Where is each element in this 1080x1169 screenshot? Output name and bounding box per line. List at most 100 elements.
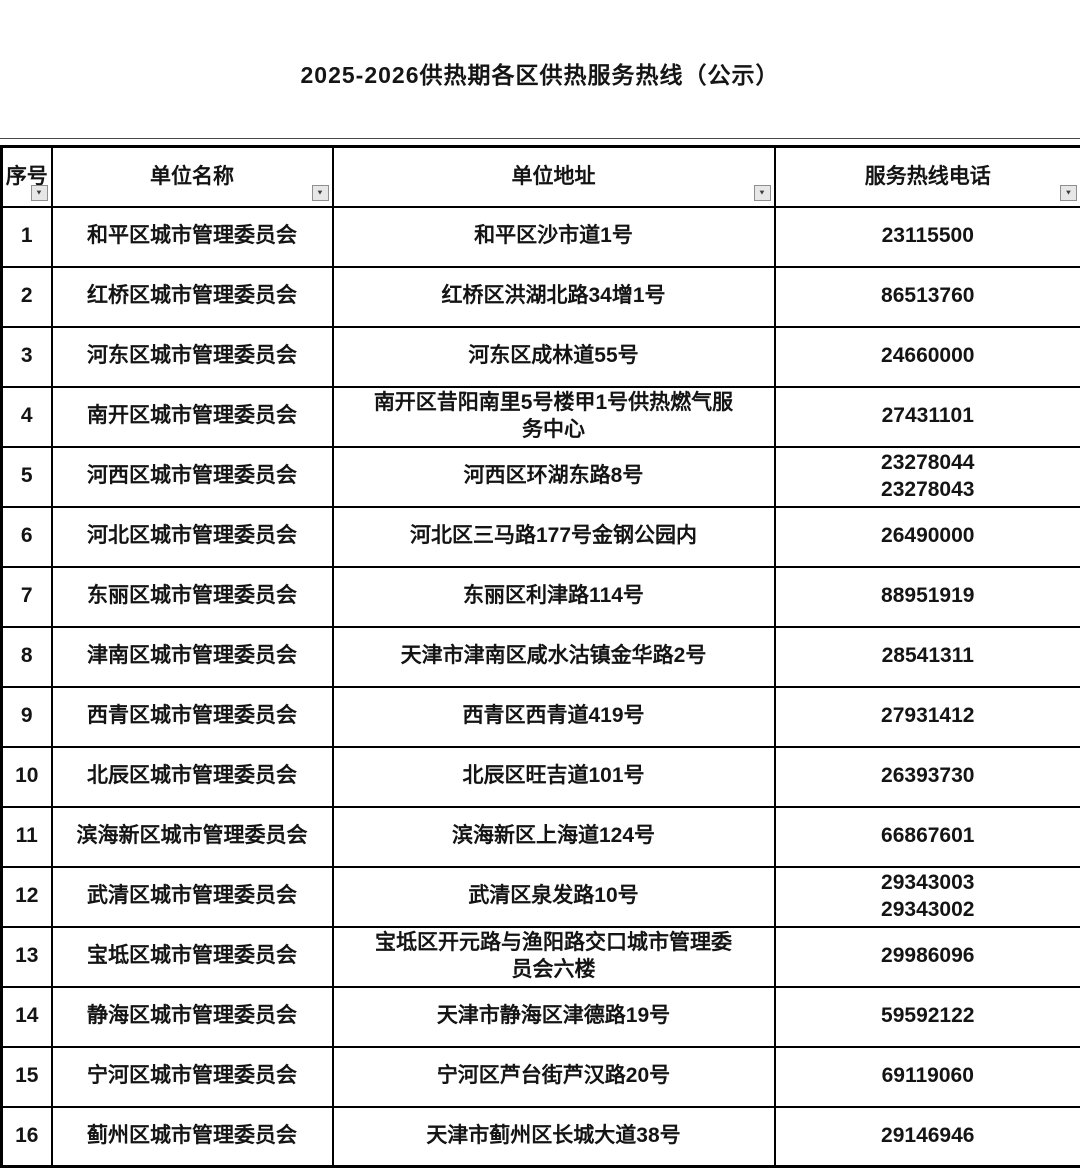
cell-phone: 86513760 bbox=[773, 265, 1080, 328]
cell-address: 红桥区洪湖北路34增1号 bbox=[331, 265, 776, 328]
table-row: 8 津南区城市管理委员会 天津市津南区咸水沽镇金华路2号 28541311 bbox=[0, 625, 1080, 688]
hotline-table: 序号 ▼ 单位名称 ▼ 单位地址 ▼ 服务热线电话 ▼ 1 和平区城市管理委员会和… bbox=[0, 145, 1080, 1168]
cell-phone: 66867601 bbox=[773, 805, 1080, 868]
table-row: 10 北辰区城市管理委员会 北辰区旺吉道101号 26393730 bbox=[0, 745, 1080, 808]
cell-phone: 59592122 bbox=[773, 985, 1080, 1048]
cell-address: 滨海新区上海道124号 bbox=[331, 805, 776, 868]
cell-name: 北辰区城市管理委员会 bbox=[50, 745, 334, 808]
cell-name: 河东区城市管理委员会 bbox=[50, 325, 334, 388]
table-row: 7 东丽区城市管理委员会 东丽区利津路114号 88951919 bbox=[0, 565, 1080, 628]
cell-address: 河东区成林道55号 bbox=[331, 325, 776, 388]
table-row: 12 武清区城市管理委员会 武清区泉发路10号 29343003 29343002 bbox=[0, 865, 1080, 928]
table-row: 14 静海区城市管理委员会 天津市静海区津德路19号 59592122 bbox=[0, 985, 1080, 1048]
cell-address: 天津市津南区咸水沽镇金华路2号 bbox=[331, 625, 776, 688]
cell-phone: 88951919 bbox=[773, 565, 1080, 628]
cell-name: 静海区城市管理委员会 bbox=[50, 985, 334, 1048]
cell-seq: 8 bbox=[0, 625, 53, 688]
page-title: 2025-2026供热期各区供热服务热线（公示） bbox=[300, 62, 780, 88]
chevron-down-icon: ▼ bbox=[316, 188, 324, 196]
column-header-name-label: 单位名称 bbox=[150, 164, 234, 188]
table-row: 15 宁河区城市管理委员会 宁河区芦台街芦汉路20号 69119060 bbox=[0, 1045, 1080, 1108]
cell-seq: 9 bbox=[0, 685, 53, 748]
cell-seq: 4 bbox=[0, 385, 53, 448]
title-area: 2025-2026供热期各区供热服务热线（公示） bbox=[0, 0, 1080, 146]
cell-address: 和平区沙市道1号 bbox=[331, 205, 776, 268]
cell-phone: 29343003 29343002 bbox=[773, 865, 1080, 928]
cell-seq: 7 bbox=[0, 565, 53, 628]
cell-address: 河北区三马路177号金钢公园内 bbox=[331, 505, 776, 568]
cell-seq: 5 bbox=[0, 445, 53, 508]
cell-address: 天津市蓟州区长城大道38号 bbox=[331, 1105, 776, 1168]
cell-address: 北辰区旺吉道101号 bbox=[331, 745, 776, 808]
column-header-name: 单位名称 ▼ bbox=[50, 145, 334, 208]
filter-button-seq[interactable]: ▼ bbox=[30, 184, 48, 201]
cell-phone: 29986096 bbox=[773, 925, 1080, 988]
cell-name: 滨海新区城市管理委员会 bbox=[50, 805, 334, 868]
filter-button-address[interactable]: ▼ bbox=[753, 184, 771, 201]
chevron-down-icon: ▼ bbox=[35, 188, 43, 196]
header-row: 序号 ▼ 单位名称 ▼ 单位地址 ▼ 服务热线电话 ▼ bbox=[0, 145, 1080, 208]
filter-button-name[interactable]: ▼ bbox=[311, 184, 329, 201]
table-row: 1 和平区城市管理委员会 和平区沙市道1号 23115500 bbox=[0, 205, 1080, 268]
cell-phone: 28541311 bbox=[773, 625, 1080, 688]
cell-name: 南开区城市管理委员会 bbox=[50, 385, 334, 448]
cell-seq: 16 bbox=[0, 1105, 53, 1168]
cell-phone: 27431101 bbox=[773, 385, 1080, 448]
cell-name: 津南区城市管理委员会 bbox=[50, 625, 334, 688]
cell-name: 宁河区城市管理委员会 bbox=[50, 1045, 334, 1108]
cell-name: 和平区城市管理委员会 bbox=[50, 205, 334, 268]
cell-seq: 15 bbox=[0, 1045, 53, 1108]
table-row: 2 红桥区城市管理委员会 红桥区洪湖北路34增1号 86513760 bbox=[0, 265, 1080, 328]
cell-name: 宝坻区城市管理委员会 bbox=[50, 925, 334, 988]
column-header-phone-label: 服务热线电话 bbox=[864, 164, 991, 188]
top-gridline bbox=[0, 138, 1080, 139]
cell-phone: 29146946 bbox=[773, 1105, 1080, 1168]
cell-seq: 12 bbox=[0, 865, 53, 928]
cell-name: 东丽区城市管理委员会 bbox=[50, 565, 334, 628]
cell-address: 天津市静海区津德路19号 bbox=[331, 985, 776, 1048]
cell-phone: 27931412 bbox=[773, 685, 1080, 748]
cell-seq: 1 bbox=[0, 205, 53, 268]
table-row: 6 河北区城市管理委员会 河北区三马路177号金钢公园内 26490000 bbox=[0, 505, 1080, 568]
cell-name: 河西区城市管理委员会 bbox=[50, 445, 334, 508]
cell-address: 河西区环湖东路8号 bbox=[331, 445, 776, 508]
chevron-down-icon: ▼ bbox=[758, 188, 766, 196]
cell-phone: 26490000 bbox=[773, 505, 1080, 568]
cell-phone: 24660000 bbox=[773, 325, 1080, 388]
filter-button-phone[interactable]: ▼ bbox=[1060, 184, 1077, 201]
cell-address: 南开区昔阳南里5号楼甲1号供热燃气服务中心 bbox=[331, 385, 776, 448]
cell-name: 武清区城市管理委员会 bbox=[50, 865, 334, 928]
cell-seq: 2 bbox=[0, 265, 53, 328]
cell-seq: 11 bbox=[0, 805, 53, 868]
cell-phone: 26393730 bbox=[773, 745, 1080, 808]
cell-phone: 23115500 bbox=[773, 205, 1080, 268]
cell-address: 西青区西青道419号 bbox=[331, 685, 776, 748]
cell-phone: 69119060 bbox=[773, 1045, 1080, 1108]
cell-seq: 14 bbox=[0, 985, 53, 1048]
cell-seq: 10 bbox=[0, 745, 53, 808]
table-row: 9 西青区城市管理委员会 西青区西青道419号 27931412 bbox=[0, 685, 1080, 748]
cell-address: 武清区泉发路10号 bbox=[331, 865, 776, 928]
table-row: 3 河东区城市管理委员会 河东区成林道55号 24660000 bbox=[0, 325, 1080, 388]
table-row: 11 滨海新区城市管理委员会 滨海新区上海道124号 66867601 bbox=[0, 805, 1080, 868]
cell-name: 河北区城市管理委员会 bbox=[50, 505, 334, 568]
column-header-seq: 序号 ▼ bbox=[0, 145, 53, 208]
cell-address: 宝坻区开元路与渔阳路交口城市管理委员会六楼 bbox=[331, 925, 776, 988]
cell-seq: 13 bbox=[0, 925, 53, 988]
column-header-address: 单位地址 ▼ bbox=[331, 145, 776, 208]
column-header-seq-label: 序号 bbox=[5, 164, 48, 188]
cell-phone: 23278044 23278043 bbox=[773, 445, 1080, 508]
cell-address: 宁河区芦台街芦汉路20号 bbox=[331, 1045, 776, 1108]
table-row: 4 南开区城市管理委员会 南开区昔阳南里5号楼甲1号供热燃气服务中心 27431101 bbox=[0, 385, 1080, 448]
cell-name: 西青区城市管理委员会 bbox=[50, 685, 334, 748]
column-header-address-label: 单位地址 bbox=[511, 164, 596, 188]
cell-seq: 6 bbox=[0, 505, 53, 568]
column-header-phone: 服务热线电话 ▼ bbox=[773, 145, 1080, 208]
table-row: 16 蓟州区城市管理委员会 天津市蓟州区长城大道38号 29146946 bbox=[0, 1105, 1080, 1168]
cell-seq: 3 bbox=[0, 325, 53, 388]
table-row: 13 宝坻区城市管理委员会 宝坻区开元路与渔阳路交口城市管理委员会六楼 2998609… bbox=[0, 925, 1080, 988]
cell-address: 东丽区利津路114号 bbox=[331, 565, 776, 628]
cell-name: 红桥区城市管理委员会 bbox=[50, 265, 334, 328]
chevron-down-icon: ▼ bbox=[1064, 188, 1073, 196]
